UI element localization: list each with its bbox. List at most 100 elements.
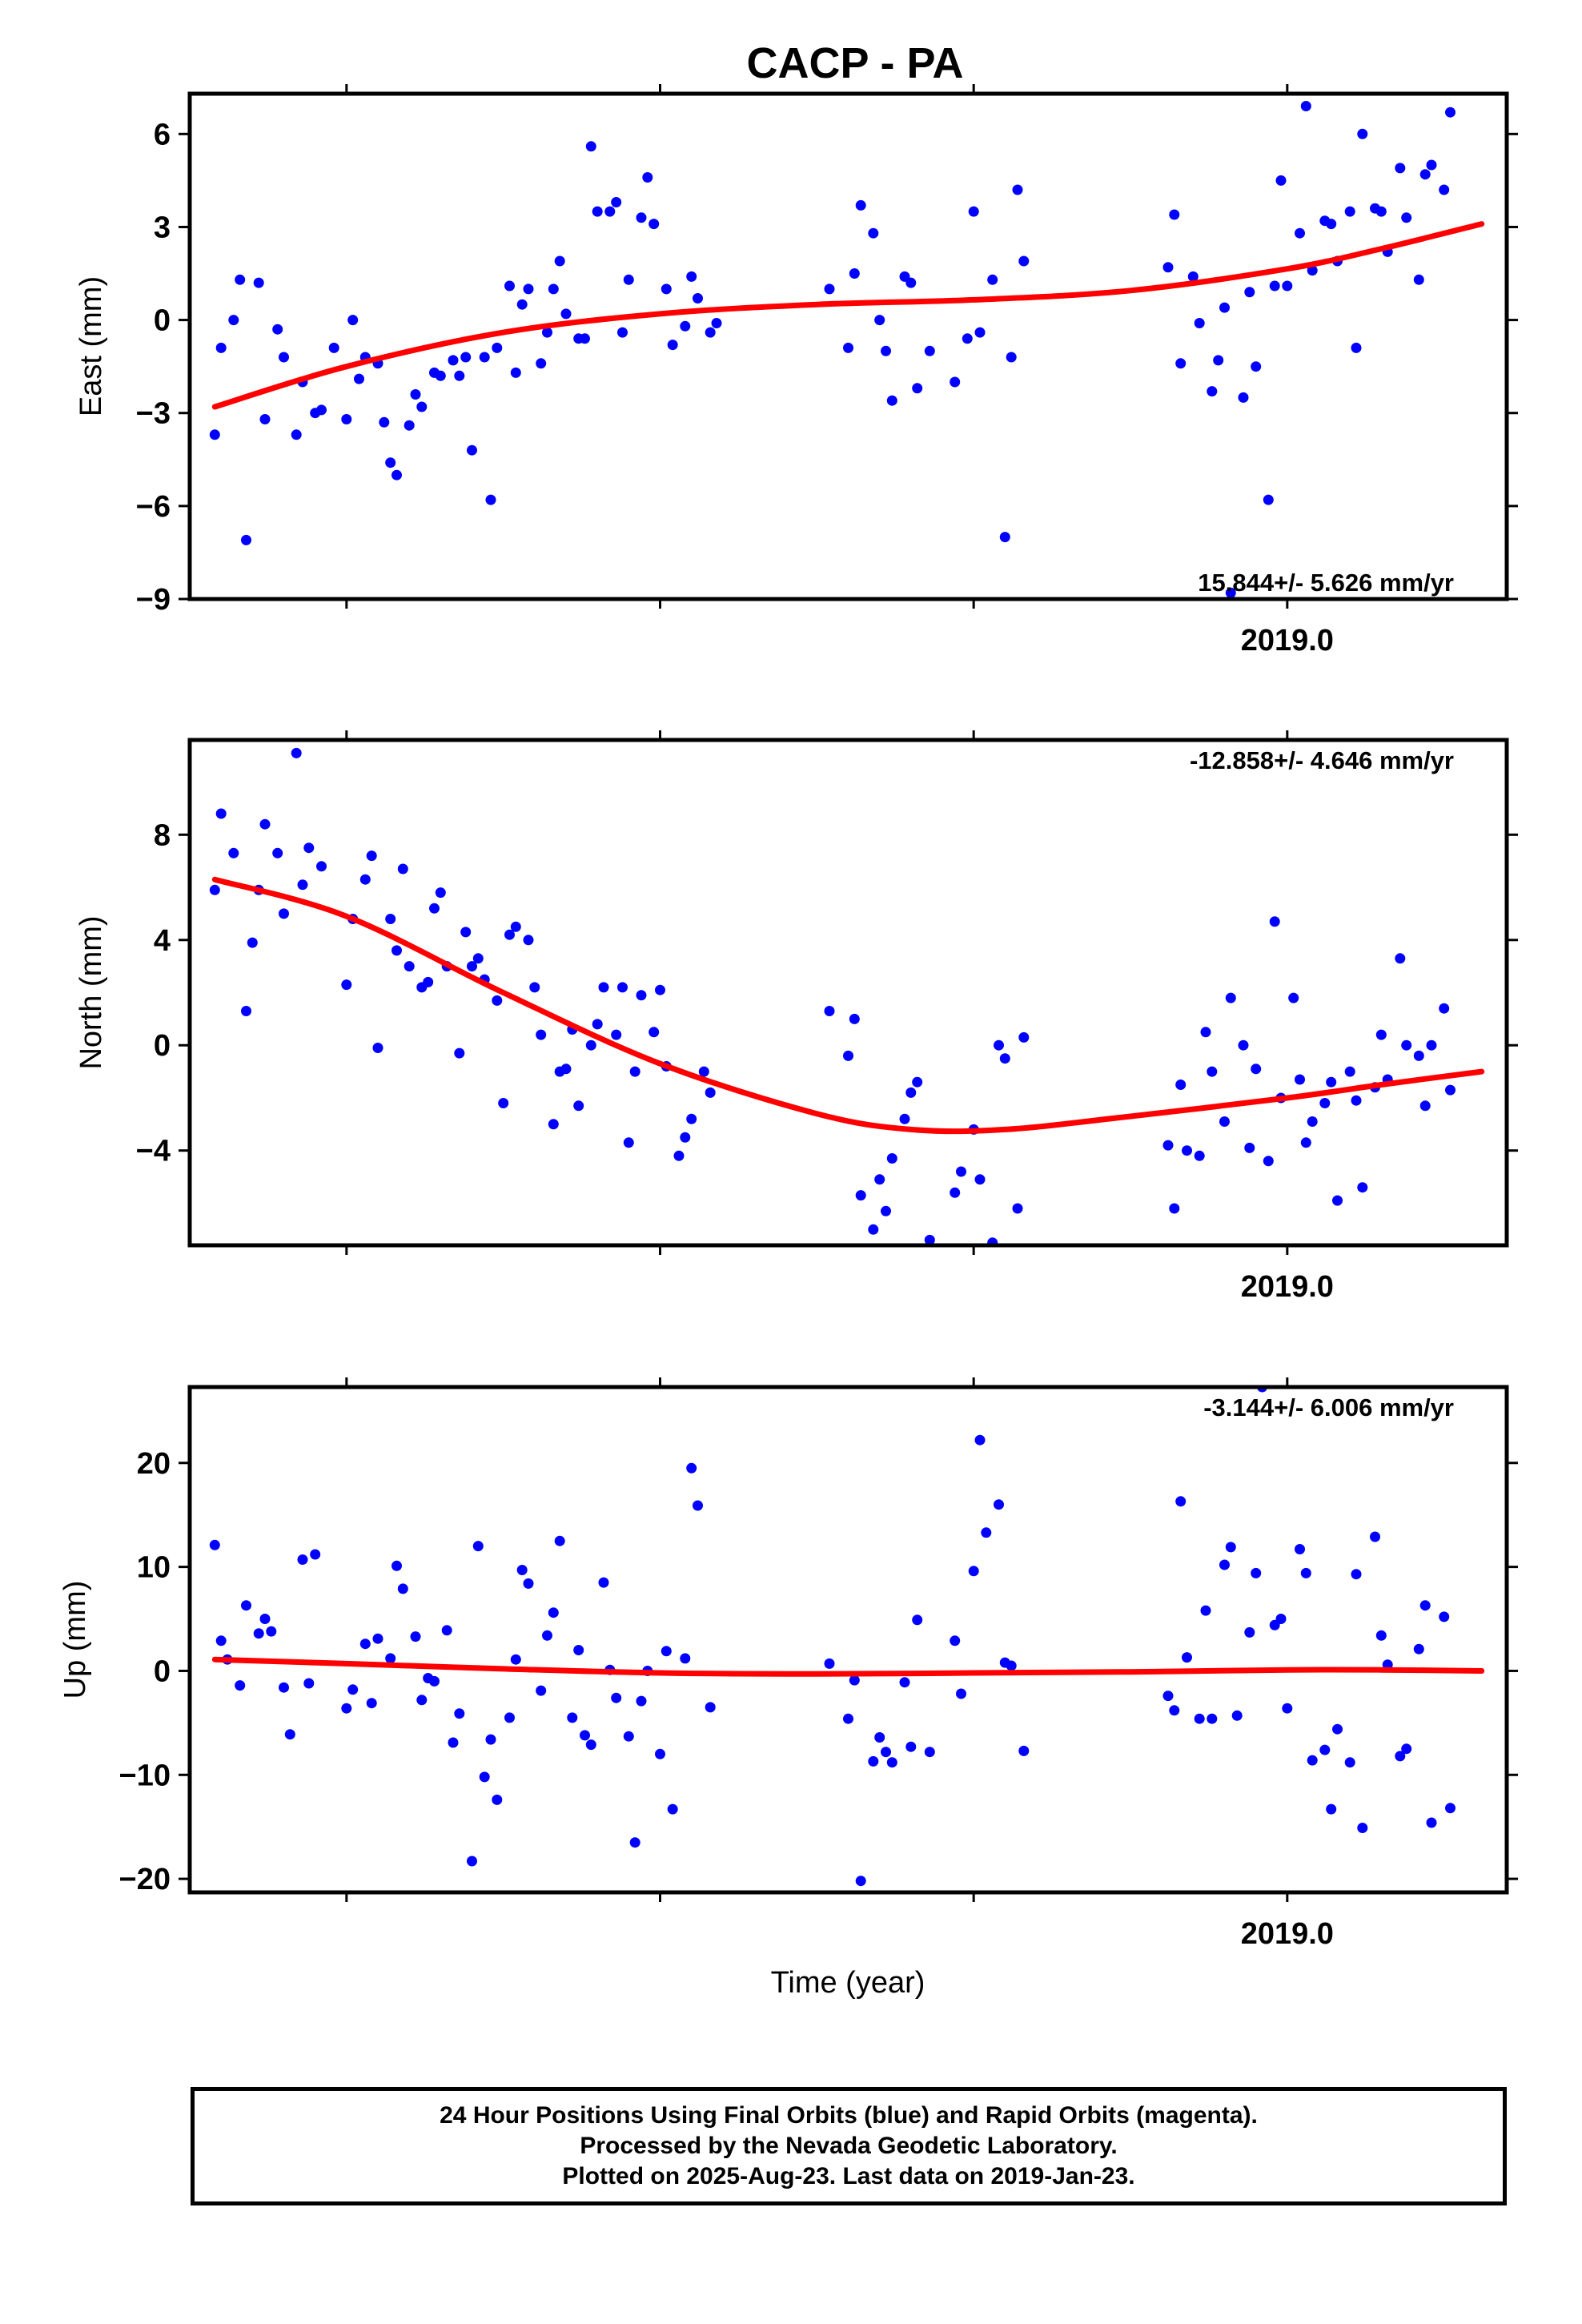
east-point xyxy=(448,355,459,366)
east-point xyxy=(385,457,396,468)
up-ytick-label: 20 xyxy=(137,1447,171,1481)
north-point xyxy=(510,921,521,932)
north-fit-line xyxy=(211,876,1485,1135)
north-point xyxy=(843,1050,853,1061)
north-point xyxy=(573,1100,584,1112)
up-point xyxy=(1413,1643,1424,1655)
up-point xyxy=(542,1630,552,1641)
north-point xyxy=(849,1013,860,1024)
east-point xyxy=(279,352,289,363)
up-point xyxy=(886,1757,897,1768)
east-point xyxy=(467,444,477,456)
east-point xyxy=(1207,386,1218,397)
east-point xyxy=(580,333,590,344)
up-point xyxy=(1207,1713,1218,1724)
east-point xyxy=(523,283,534,295)
east-point xyxy=(1300,101,1311,111)
north-point xyxy=(1018,1031,1030,1043)
north-point xyxy=(1413,1050,1424,1061)
north-point xyxy=(1169,1203,1180,1214)
north-point xyxy=(215,808,227,819)
east-point xyxy=(950,376,961,388)
north-point xyxy=(341,979,352,991)
east-point xyxy=(1375,206,1387,217)
up-point xyxy=(1175,1496,1186,1507)
north-point xyxy=(247,937,258,948)
up-point xyxy=(303,1678,315,1689)
north-point xyxy=(536,1029,547,1040)
north-point xyxy=(1351,1095,1362,1106)
north-point xyxy=(1445,1084,1456,1096)
north-point xyxy=(1288,992,1299,1003)
north-point xyxy=(435,887,446,899)
east-point xyxy=(1395,163,1406,174)
north-point xyxy=(241,1006,251,1016)
east-point xyxy=(479,352,490,363)
north-point xyxy=(899,1113,910,1124)
footer-line-3: Plotted on 2025-Aug-23. Last data on 201… xyxy=(562,2163,1135,2189)
north-point xyxy=(1244,1142,1255,1153)
east-point xyxy=(1162,262,1174,273)
up-point xyxy=(504,1712,515,1723)
north-point xyxy=(1395,953,1406,964)
north-point xyxy=(391,945,402,956)
up-point xyxy=(492,1794,503,1805)
east-point xyxy=(1219,302,1230,313)
east-point xyxy=(1187,271,1199,282)
up-point xyxy=(416,1695,428,1706)
east-point xyxy=(1401,212,1412,223)
up-point xyxy=(611,1692,622,1703)
north-point xyxy=(297,879,308,891)
north-point xyxy=(905,1087,917,1098)
east-point xyxy=(1018,255,1030,267)
east-ytick-label: 3 xyxy=(154,211,171,244)
east-point xyxy=(460,352,472,363)
north-point xyxy=(454,1047,465,1059)
north-point xyxy=(1419,1100,1431,1112)
footer-box: 24 Hour Positions Using Final Orbits (bl… xyxy=(191,2087,1507,2205)
up-point xyxy=(680,1653,691,1664)
up-point xyxy=(655,1748,665,1759)
up-point xyxy=(397,1583,408,1594)
up-point xyxy=(1182,1652,1192,1663)
up-point xyxy=(1018,1745,1030,1756)
east-point xyxy=(868,227,879,239)
east-point xyxy=(636,212,647,223)
east-point xyxy=(905,277,917,288)
up-fit-line xyxy=(211,1656,1485,1677)
east-point xyxy=(1357,128,1368,139)
north-points xyxy=(209,747,1456,1245)
up-point xyxy=(516,1565,528,1575)
north-point xyxy=(1326,1076,1337,1088)
east-point xyxy=(604,206,616,217)
up-point xyxy=(266,1626,277,1637)
up-point xyxy=(1426,1817,1437,1828)
east-point xyxy=(542,327,552,338)
east-point xyxy=(316,404,327,416)
up-point xyxy=(523,1578,534,1589)
north-point xyxy=(548,1119,559,1130)
north-point xyxy=(1332,1195,1343,1206)
up-point xyxy=(1200,1605,1211,1616)
east-point xyxy=(849,268,860,279)
east-point xyxy=(974,327,986,338)
up-point xyxy=(366,1698,377,1709)
up-point xyxy=(1307,1755,1318,1766)
north-point xyxy=(272,847,283,858)
footer-line-2: Processed by the Nevada Geodetic Laborat… xyxy=(580,2133,1118,2159)
up-point xyxy=(209,1539,220,1550)
north-point xyxy=(460,927,472,938)
east-point xyxy=(1244,287,1255,298)
east-point xyxy=(1263,494,1274,505)
up-point xyxy=(1251,1567,1262,1578)
east-ytick-label: 6 xyxy=(154,118,171,151)
north-point xyxy=(560,1063,572,1075)
footer-line-1: 24 Hour Positions Using Final Orbits (bl… xyxy=(440,2102,1258,2129)
east-point xyxy=(253,277,264,288)
up-point xyxy=(1219,1559,1230,1570)
east-point xyxy=(1238,392,1249,403)
up-point xyxy=(372,1633,383,1644)
north-point xyxy=(1012,1203,1023,1214)
north-point xyxy=(636,990,647,1001)
